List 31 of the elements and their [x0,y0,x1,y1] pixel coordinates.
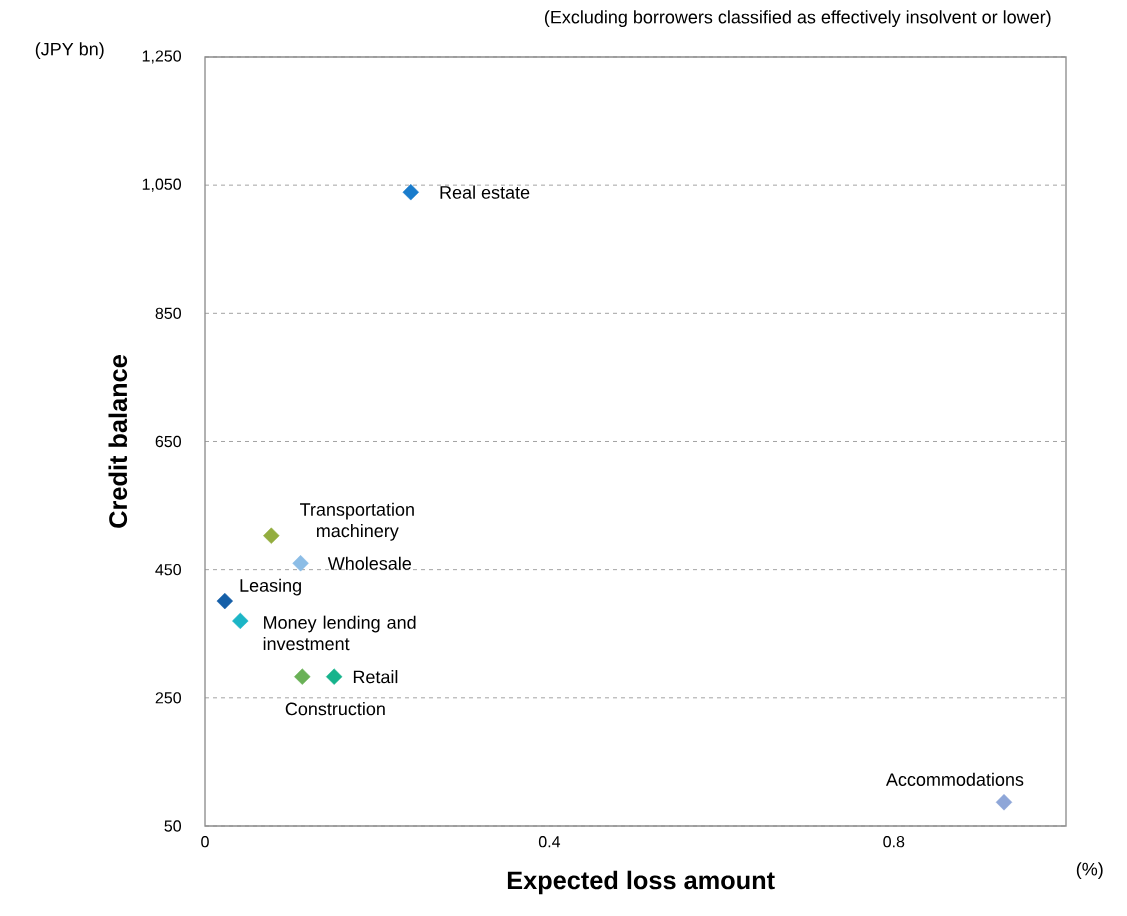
y-tick-label: 850 [155,307,182,319]
point [995,794,1013,811]
point [232,612,249,630]
annotation: Construction [285,702,385,716]
annotation: Money lending and investment [263,615,416,651]
y-axis-title: Credit balance [108,355,128,528]
y-tick-label: 1,250 [142,50,182,64]
annotation: Accommodations [885,772,1024,786]
annotation: Retail [353,670,398,684]
annotation: Transportation machinery [300,502,414,541]
text: (%) [1076,862,1103,880]
y-tick-label: 650 [155,435,182,448]
point [402,184,419,201]
y-tick-label: 1,050 [142,178,182,192]
y-tick-label: 450 [155,563,182,576]
x-tick-label: 0.8 [883,836,905,848]
y-tick-label: 50 [164,820,182,832]
point [263,527,280,544]
point [292,555,309,572]
text: (JPY bn) [35,42,104,60]
annotation: Wholesale [327,556,412,570]
annotation: Leasing [240,578,301,596]
point [325,668,343,685]
annotation: Real estate [440,185,530,199]
y-tick-label: 250 [155,692,182,704]
point [216,592,233,610]
chart-subtitle: (Excluding borrowers classified as effectively insolvent or lower) [544,10,1051,28]
point [294,668,311,685]
x-tick-label: 0.4 [538,836,561,848]
x-axis-title: Expected loss amount [507,870,775,895]
x-tick-label: 0 [201,836,209,848]
